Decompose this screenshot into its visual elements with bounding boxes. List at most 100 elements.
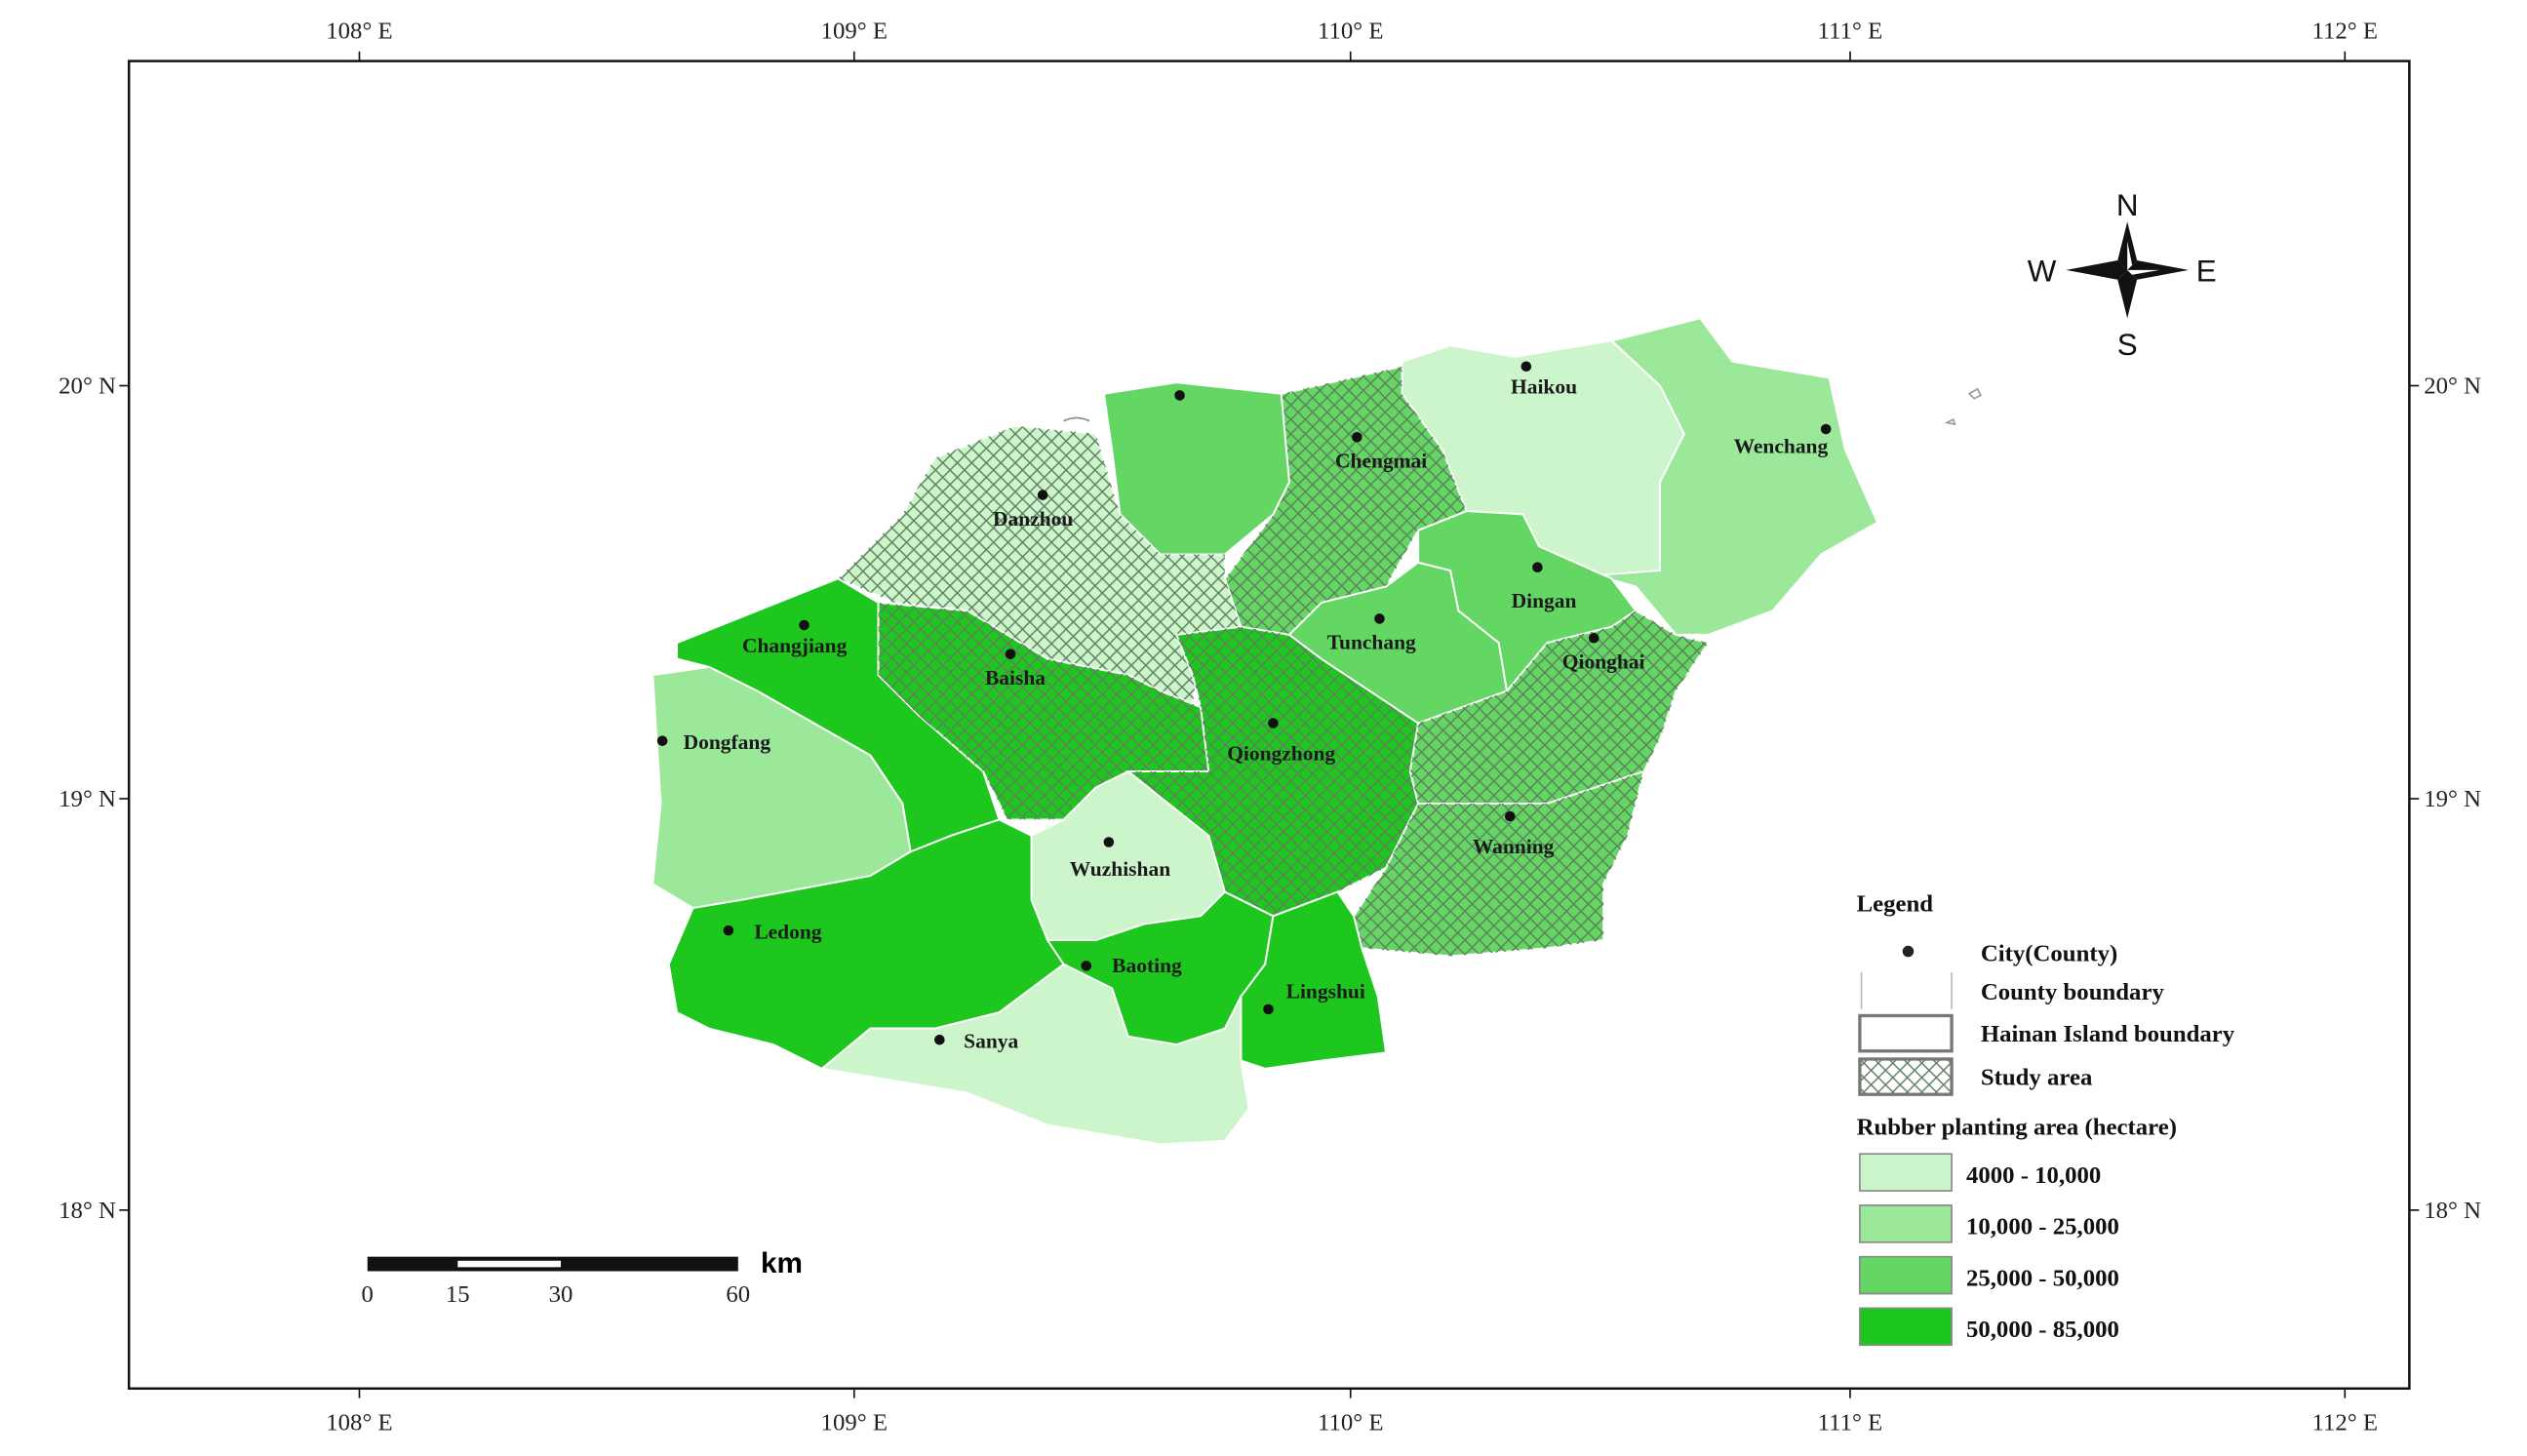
county [1240, 890, 1388, 1070]
legend-item: Study area [1981, 1064, 2093, 1090]
city-dot [1520, 361, 1532, 372]
compass: N E S W [2028, 188, 2217, 362]
city-label: Ledong [754, 920, 821, 943]
city-dot [1263, 1003, 1274, 1015]
longitude-label: 112° E [2312, 19, 2379, 45]
scale-bar-segment [457, 1260, 562, 1268]
longitude-label: 108° E [326, 1410, 392, 1436]
city-label: Qiongzhong [1227, 741, 1335, 765]
compass-arm [2066, 259, 2128, 280]
city-label: Tunchang [1327, 631, 1416, 654]
legend-class-label: 50,000 - 85,000 [1966, 1317, 2119, 1343]
city-dot [723, 925, 734, 936]
city-label: Haikou [1511, 375, 1577, 399]
city-label: Wanning [1473, 835, 1555, 858]
city-label: Danzhou [993, 507, 1073, 531]
city-label: Dongfang [684, 730, 771, 754]
scale-label: 30 [549, 1281, 573, 1308]
legend-class-label: 4000 - 10,000 [1966, 1162, 2101, 1189]
legend-class-swatch [1859, 1255, 1953, 1295]
longitude-label: 109° E [821, 19, 888, 45]
legend-class-swatch [1859, 1204, 1953, 1243]
islet [1944, 387, 1982, 426]
compass-arm [2127, 269, 2160, 275]
city-label: Dingan [1512, 589, 1577, 612]
city-dot [934, 1034, 945, 1045]
frame-labels: 108° E 108° E 109° E 109° E 110° E 110° E 111°… [59, 19, 2481, 1436]
longitude-label: 111° E [1818, 19, 1883, 45]
latitude-label: 20° N [59, 374, 116, 400]
city-label: Lingshui [1286, 979, 1365, 1003]
city-label: Sanya [964, 1029, 1018, 1052]
study-area-hatch [1409, 610, 1709, 804]
city-dot [1820, 423, 1832, 435]
study-area-hatch [838, 425, 1242, 708]
legend-item: City(County) [1981, 940, 2117, 966]
city-label: Qionghai [1562, 650, 1645, 674]
legend-county-symbol [1860, 971, 1953, 1009]
city-dot [1374, 613, 1385, 624]
counties [651, 317, 1879, 1146]
latitude-label: 19° N [59, 786, 116, 812]
city-dot [1588, 632, 1599, 644]
legend-area-title: Rubber planting area (hectare) [1857, 1114, 2177, 1140]
cities: Haikou Wenchang Chengmai Danzhou Changjiang D… [656, 361, 1832, 1052]
legend-class-label: 25,000 - 50,000 [1966, 1265, 2119, 1291]
city-dot [1103, 837, 1115, 847]
latitude-label: 20° N [2424, 374, 2481, 400]
city-dot [1268, 718, 1279, 728]
latitude-label: 19° N [2424, 786, 2481, 812]
study-area-hatch [878, 602, 1209, 820]
legend: Legend City(County) County boundary Hain… [1857, 890, 2235, 1347]
compass-east: E [2196, 254, 2217, 288]
legend-island-symbol [1858, 1013, 1954, 1053]
latitude-label: 18° N [59, 1198, 116, 1224]
city-label: Changjiang [742, 634, 848, 657]
longitude-label: 108° E [326, 19, 392, 45]
city-dot [1037, 490, 1048, 500]
longitude-label: 112° E [2312, 1410, 2379, 1436]
scale-label: 0 [362, 1281, 374, 1308]
city-dot [1081, 961, 1092, 971]
latitude-label: 18° N [2424, 1198, 2481, 1224]
city-dot [1174, 390, 1185, 401]
longitude-label: 110° E [1318, 1410, 1384, 1436]
city-dot [1532, 562, 1543, 572]
legend-title: Legend [1857, 890, 1934, 917]
scale-bar: 0 15 30 60 km [362, 1247, 803, 1308]
scale-unit: km [761, 1247, 803, 1279]
city-dot [656, 735, 668, 746]
scale-label: 15 [446, 1281, 470, 1308]
legend-classes: 4000 - 10,000 10,000 - 25,000 25,000 - 50,… [1859, 1153, 2119, 1347]
legend-item: Hainan Island boundary [1981, 1021, 2235, 1047]
city-dot [1505, 810, 1516, 822]
study-area-hatch [1354, 770, 1644, 957]
county [1102, 381, 1290, 556]
scale-label: 60 [726, 1281, 750, 1308]
longitude-label: 111° E [1818, 1410, 1883, 1436]
legend-class-swatch [1859, 1153, 1953, 1192]
islet [1063, 416, 1090, 422]
compass-west: W [2028, 254, 2057, 288]
longitude-label: 110° E [1318, 19, 1384, 45]
county [819, 963, 1250, 1146]
map-frame [127, 59, 2411, 1391]
city-dot [1352, 431, 1362, 443]
legend-class-label: 10,000 - 25,000 [1966, 1214, 2119, 1240]
compass-north: N [2116, 188, 2139, 222]
city-label: Wenchang [1734, 435, 1829, 458]
city-label: Baisha [985, 666, 1046, 689]
legend-item: County boundary [1981, 979, 2165, 1005]
legend-city-symbol [1902, 945, 1915, 958]
city-label: Baoting [1112, 954, 1182, 977]
longitude-label: 109° E [821, 1410, 888, 1436]
city-dot [1005, 649, 1016, 659]
compass-arm [2117, 269, 2138, 319]
city-dot [799, 619, 809, 631]
study-area-hatch [1127, 626, 1419, 917]
city-label: Wuzhishan [1070, 857, 1170, 881]
legend-class-swatch [1859, 1307, 1953, 1347]
compass-south: S [2117, 328, 2138, 362]
legend-study-symbol [1858, 1057, 1954, 1096]
